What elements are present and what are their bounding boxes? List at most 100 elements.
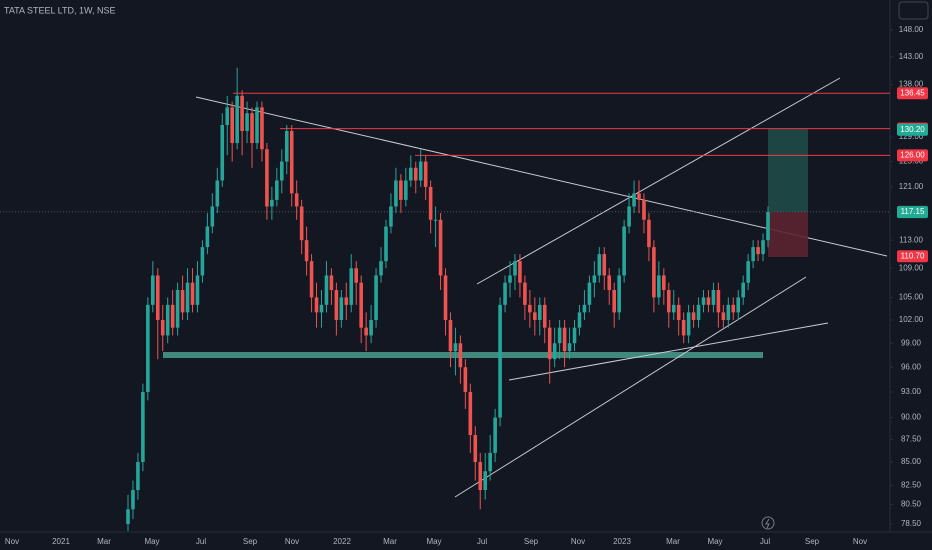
y-tick-label: 99.00: [901, 338, 922, 347]
candle-body: [751, 247, 755, 262]
candle-body: [493, 417, 497, 453]
candle-body: [151, 275, 155, 305]
candle-body: [537, 304, 542, 320]
candle-body: [592, 275, 597, 283]
candle-body: [547, 327, 552, 360]
candle-body: [666, 290, 671, 313]
candle-body: [647, 219, 651, 248]
candle-body: [468, 391, 473, 436]
candle-body: [364, 327, 368, 336]
candle-body: [642, 199, 646, 220]
stop-zone: [768, 212, 808, 257]
candle-body: [443, 275, 448, 320]
candle-body: [597, 254, 602, 276]
candle-body: [458, 343, 463, 368]
y-tick-label: 105.00: [899, 293, 924, 302]
y-tick-label: 85.00: [901, 457, 922, 466]
candle-body: [617, 275, 621, 313]
candle-body: [453, 343, 458, 352]
candle-body: [279, 161, 284, 181]
settings-button[interactable]: [898, 1, 929, 20]
x-tick-label: Jul: [477, 537, 487, 546]
candle-body: [711, 290, 716, 305]
y-tick-label: 138.00: [899, 80, 924, 89]
lightning-icon: [761, 516, 775, 530]
x-tick-label: Mar: [383, 537, 397, 546]
candle-body: [141, 391, 145, 463]
candle-body: [676, 304, 681, 320]
candle-body: [404, 180, 408, 200]
candle-body: [528, 304, 532, 313]
y-tick-label: 121.00: [899, 182, 924, 191]
candle-body: [359, 282, 363, 328]
candle-body: [235, 95, 239, 144]
y-tick-label: 82.50: [901, 480, 922, 489]
candle-body: [339, 297, 344, 320]
candle-body: [746, 261, 750, 283]
candle-body: [686, 312, 691, 336]
price-badge-label: 117.15: [901, 207, 925, 216]
candle-body: [175, 290, 180, 328]
icon-circle: [761, 516, 775, 530]
candle-body: [260, 107, 264, 150]
x-tick-label: Sep: [243, 537, 258, 546]
y-tick-label: 113.00: [899, 235, 923, 244]
y-tick-label: 87.50: [901, 435, 922, 444]
x-tick-label: 2023: [613, 537, 631, 546]
candle-body: [542, 304, 547, 328]
price-badge-label: 130.20: [900, 125, 925, 134]
candle-body: [423, 161, 428, 187]
price-badge: [897, 123, 928, 136]
y-tick-label: 148.00: [899, 25, 924, 34]
candle-body: [627, 206, 631, 227]
trend-line: [454, 276, 807, 498]
candle-body: [557, 327, 562, 344]
x-tick-label: Sep: [524, 537, 539, 546]
candle-body: [637, 193, 641, 200]
price-badge: [897, 149, 928, 162]
candle-body: [508, 275, 512, 283]
y-tick-label: 109.00: [899, 263, 924, 272]
candle-body: [533, 312, 537, 320]
x-tick-label: May: [707, 537, 722, 546]
candle-body: [215, 180, 220, 207]
candle-body: [304, 240, 309, 262]
candle-body: [691, 312, 696, 320]
candle-body: [284, 130, 289, 162]
y-tick-label: 143.00: [899, 52, 924, 61]
candle-body: [136, 462, 140, 491]
candle-body: [299, 206, 304, 241]
candle-body: [463, 367, 468, 392]
candle-body: [250, 113, 254, 144]
candle-body: [552, 343, 557, 360]
x-tick-label: Jul: [196, 537, 206, 546]
target-zone: [768, 129, 808, 212]
candle-body: [309, 261, 314, 298]
candle-body: [155, 275, 160, 320]
candle-body: [180, 290, 185, 313]
candle-body: [170, 304, 175, 328]
candle-body: [741, 282, 745, 298]
candle-body: [379, 261, 383, 276]
candle-body: [275, 180, 279, 200]
x-tick-label: Mar: [666, 537, 680, 546]
candle-body: [205, 226, 210, 248]
candle-body: [354, 268, 359, 283]
candle-body: [344, 297, 349, 305]
price-badge: [897, 87, 928, 100]
candle-body: [761, 240, 765, 255]
candle-body: [582, 304, 587, 313]
candle-body: [721, 312, 726, 320]
y-tick-label: 80.50: [901, 500, 922, 509]
y-tick-label: 96.00: [901, 362, 922, 371]
candle-body: [408, 167, 413, 181]
candle-body: [731, 304, 736, 313]
x-tick-label: May: [426, 537, 441, 546]
candle-body: [498, 304, 502, 418]
candle-body: [706, 297, 711, 305]
candle-body: [334, 290, 339, 320]
x-tick-label: 2021: [52, 537, 70, 546]
